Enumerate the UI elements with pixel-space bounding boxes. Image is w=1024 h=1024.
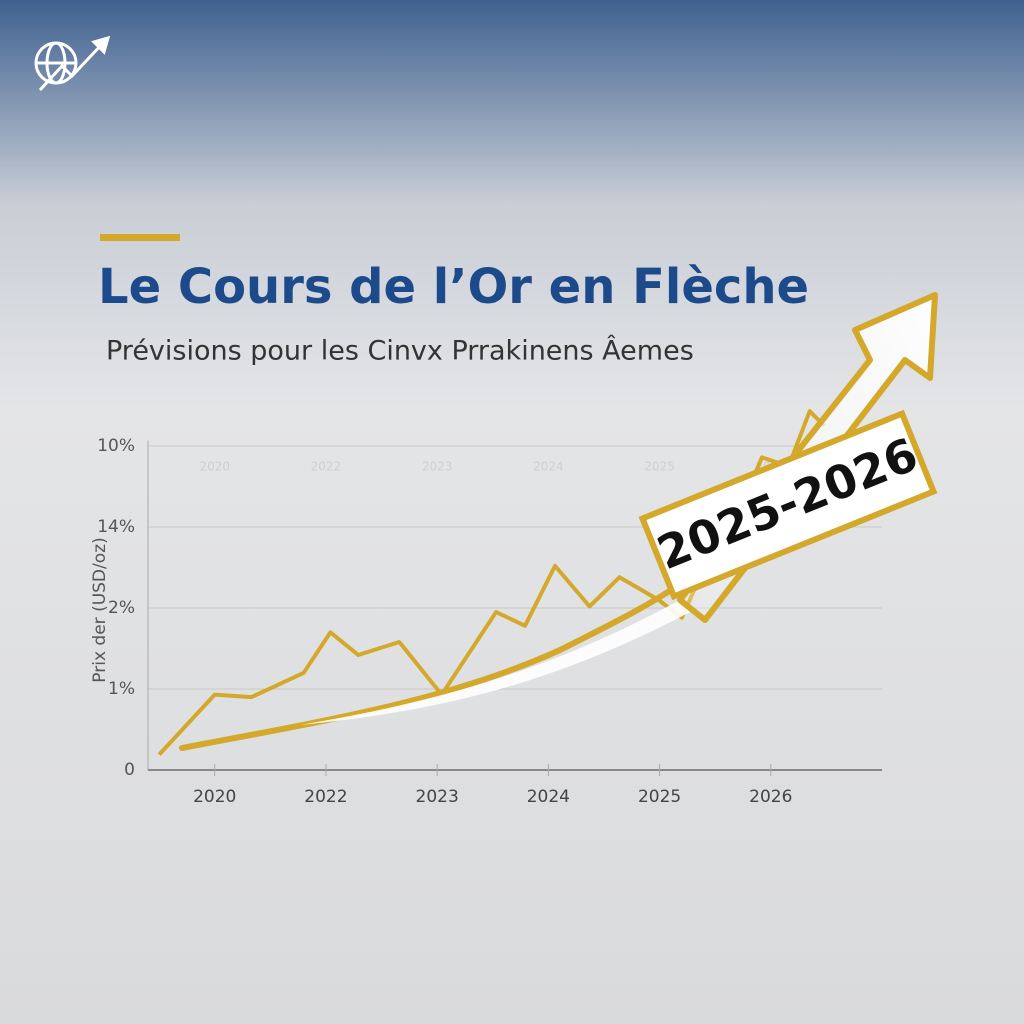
- x-tick-label: 2020: [193, 787, 236, 807]
- x-minor-label: 2025: [644, 460, 675, 474]
- chart-subtitle: Prévisions pour les Cinvx Prrakinens Âem…: [106, 335, 694, 367]
- x-minor-label: 2022: [311, 460, 342, 474]
- y-tick-label: 1%: [108, 679, 135, 699]
- y-axis-label: Prix der (USD/oz): [90, 537, 110, 682]
- y-tick-label: 14%: [97, 517, 135, 537]
- y-tick-label: 0: [124, 760, 135, 780]
- y-tick-label: 10%: [97, 436, 135, 456]
- y-tick-label: 2%: [108, 598, 135, 618]
- title-accent: [100, 234, 180, 241]
- plot-area: 0 1% 2% 14% 10% 2020 2020 2022 2022 2023 2023 2024 2…: [97, 409, 882, 807]
- logo: [34, 35, 111, 92]
- x-tick-label: 2023: [416, 787, 459, 807]
- x-tick-label: 2024: [527, 787, 570, 807]
- x-tick-label: 2025: [638, 787, 681, 807]
- x-minor-label: 2020: [199, 460, 230, 474]
- x-tick-label: 2022: [304, 787, 347, 807]
- x-minor-label: 2023: [422, 460, 453, 474]
- x-minor-label: 2024: [533, 460, 564, 474]
- chart-title: Le Cours de l’Or en Flèche: [98, 259, 809, 315]
- x-tick-label: 2026: [749, 787, 792, 807]
